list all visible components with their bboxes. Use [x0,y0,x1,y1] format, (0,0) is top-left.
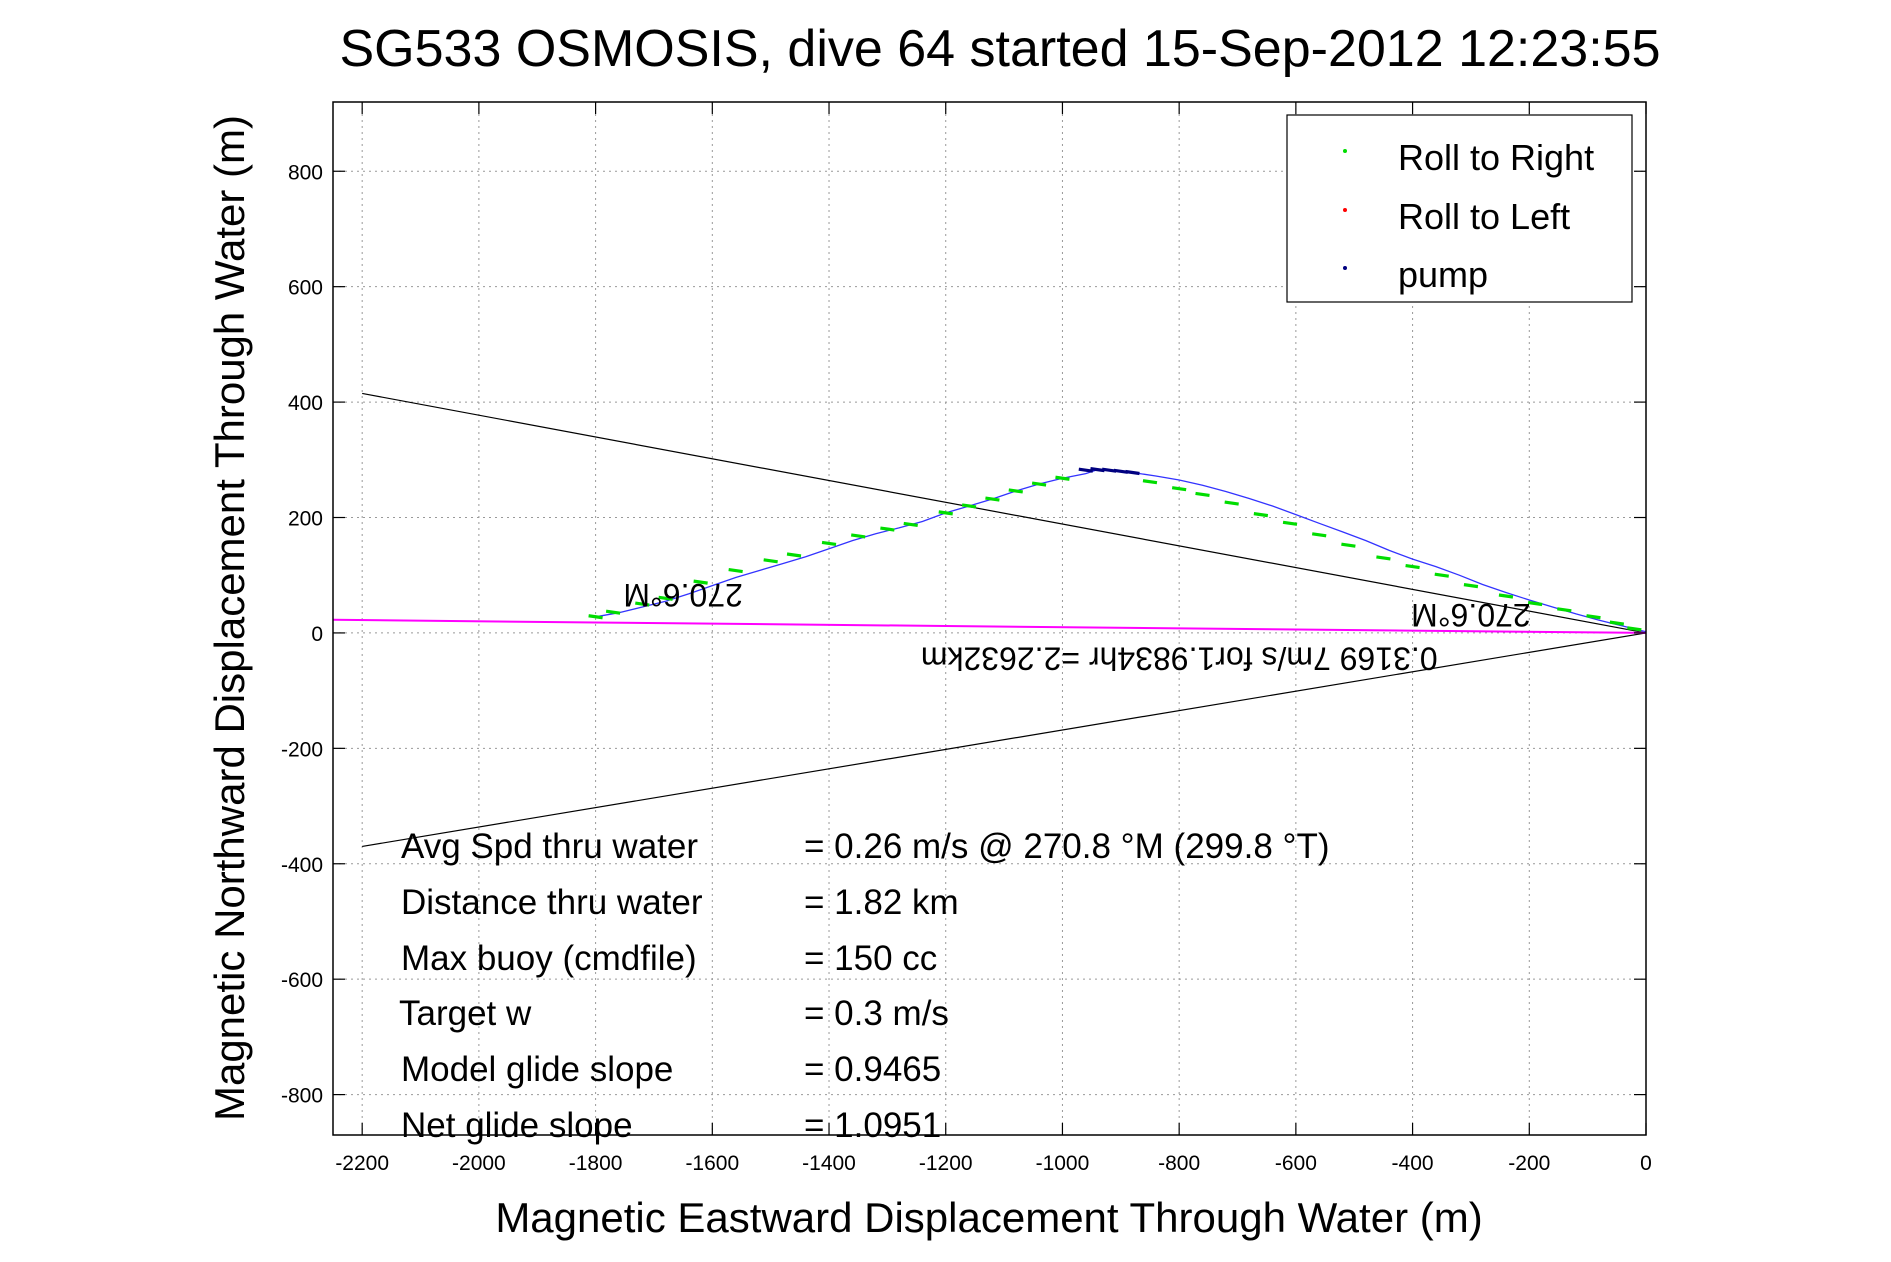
stat-value-avg-speed: = 0.26 m/s @ 270.8 °M (299.8 °T) [804,827,1330,866]
series-point-roll-to-right [1282,520,1298,526]
series-point-roll-to-right [821,540,837,547]
chart-title: SG533 OSMOSIS, dive 64 started 15-Sep-20… [339,20,1660,78]
x-tick-label: -400 [1392,1152,1434,1175]
legend-marker-roll-right [1343,149,1347,153]
series-point-roll-to-right [1586,614,1601,620]
series-point-roll-to-right [658,595,673,601]
stat-label-distance: Distance thru water [401,883,703,922]
series-point-roll-to-right [763,558,778,564]
heading-annotation-1: 270.6°M [1411,597,1531,633]
series-point-roll-to-right [1341,542,1356,548]
stat-value-net-glide: = 1.0951 [804,1106,941,1145]
x-tick-label: -200 [1508,1152,1550,1175]
stat-value-model-glide: = 0.9465 [804,1050,941,1089]
x-tick-label: -800 [1158,1152,1200,1175]
y-tick-label: -200 [281,738,323,761]
reference-line-0 [362,392,1647,634]
stat-value-distance: = 1.82 km [804,883,959,922]
series-point-roll-to-right [1253,512,1269,518]
series-point-roll-to-right [903,521,918,528]
series-point-roll-to-right [938,510,953,516]
reference-lines [362,392,1647,848]
stat-label-avg-speed: Avg Spd thru water [401,827,698,866]
series-point-roll-to-right [1311,532,1327,538]
stat-label-model-glide: Model glide slope [401,1050,673,1089]
series-point-roll-to-right [1609,620,1625,626]
series-point-roll-to-right [588,614,603,620]
y-tick-label: -400 [281,854,323,877]
stat-label-target-w: Target w [399,994,532,1033]
heading-annotation-2: 0.3169 7m/s for1.9834hr =2.2632km [921,640,1438,676]
series-point-roll-to-right [1557,607,1572,613]
stat-value-target-w: = 0.3 m/s [804,994,949,1033]
x-tick-label: -1600 [685,1152,739,1175]
series-point-roll-to-right [1498,593,1514,599]
legend: Roll to Right Roll to Left pump [1286,114,1633,303]
series-point-roll-to-right [1627,626,1642,632]
series-point-roll-to-right [635,601,650,607]
series-point-roll-to-right [1463,583,1479,589]
stat-label-max-buoy: Max buoy (cmdfile) [401,939,697,978]
series-point-pump [1078,467,1094,473]
series-point-pump [1090,467,1105,473]
series-point-roll-to-right [1224,500,1239,506]
annotations: 270.6°M 270.6°M 0.3169 7m/s for1.9834hr =2… [623,577,1530,677]
series-point-roll-to-right [880,526,895,532]
x-tick-label: -1200 [919,1152,973,1175]
x-tick-label: -1800 [569,1152,623,1175]
marker-layer [588,467,1642,632]
y-tick-label: 0 [311,623,323,646]
legend-marker-roll-left [1343,208,1347,212]
ticks: -2200 -2000 -1800 -1600 -1400 -1200 -1000 -800-… [281,102,1652,1175]
x-tick-label: -2000 [452,1152,506,1175]
y-tick-label: 800 [288,161,323,184]
y-tick-label: -600 [281,969,323,992]
series-point-roll-to-right [985,496,1000,502]
series-point-roll-to-right [1195,491,1210,498]
legend-entry-roll-right: Roll to Right [1398,137,1594,178]
legend-entry-pump: pump [1398,254,1488,295]
series-point-roll-to-right [1008,488,1023,494]
x-tick-label: -1000 [1036,1152,1090,1175]
series-point-roll-to-right [1376,555,1391,561]
x-axis-label: Magnetic Eastward Displacement Through W… [495,1194,1482,1241]
series-point-roll-to-right [850,533,866,539]
series-point-roll-to-right [728,568,743,574]
series-point-roll-to-right [961,503,977,509]
legend-marker-pump [1343,266,1347,270]
plot-frame [332,101,1647,1136]
series-point-roll-to-right [605,609,621,615]
x-tick-label: -1400 [802,1152,856,1175]
x-tick-label: 0 [1640,1152,1652,1175]
series-point-roll-to-right [1434,572,1449,578]
series-point-roll-to-right [1527,600,1543,607]
series-point-roll-to-right [693,579,708,585]
x-tick-label: -2200 [335,1152,389,1175]
series-point-roll-to-right [1055,475,1070,481]
x-tick-label: -600 [1275,1152,1317,1175]
y-tick-label: 400 [288,392,323,415]
y-axis-label: Magnetic Northward Displacement Through … [206,115,253,1121]
y-tick-label: -800 [281,1085,323,1108]
grid [333,102,1647,1135]
legend-entry-roll-left: Roll to Left [1398,196,1570,237]
series-point-roll-to-right [1405,563,1420,570]
series-point-roll-to-right [1142,479,1158,485]
stat-value-max-buoy: = 150 cc [804,939,937,978]
series-point-roll-to-right [786,552,802,558]
series-line-surface-drift [332,618,1647,634]
y-tick-label: 200 [288,508,323,531]
y-tick-label: 600 [288,277,323,300]
stat-label-net-glide: Net glide slope [401,1106,633,1145]
series-point-roll-to-right [1171,486,1187,492]
series-point-roll-to-right [1031,481,1047,487]
reference-line-1 [362,632,1647,848]
heading-annotation-0: 270.6°M [623,577,743,613]
stats-block: Avg Spd thru water = 0.26 m/s @ 270.8 °M… [399,827,1330,1145]
